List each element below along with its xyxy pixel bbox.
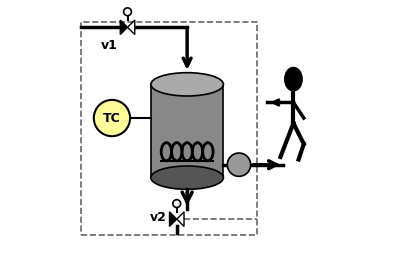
- Ellipse shape: [285, 68, 302, 91]
- Circle shape: [227, 153, 251, 176]
- Text: v1: v1: [101, 39, 118, 52]
- Polygon shape: [128, 20, 135, 35]
- Ellipse shape: [151, 166, 224, 189]
- Bar: [81, 22, 257, 235]
- Circle shape: [124, 8, 132, 16]
- Polygon shape: [169, 212, 177, 226]
- Ellipse shape: [151, 73, 224, 96]
- Polygon shape: [120, 20, 128, 35]
- Polygon shape: [177, 212, 184, 226]
- Circle shape: [173, 200, 181, 208]
- Text: v2: v2: [150, 211, 167, 224]
- Circle shape: [94, 100, 130, 136]
- Bar: [151, 84, 224, 178]
- Text: TC: TC: [103, 112, 121, 124]
